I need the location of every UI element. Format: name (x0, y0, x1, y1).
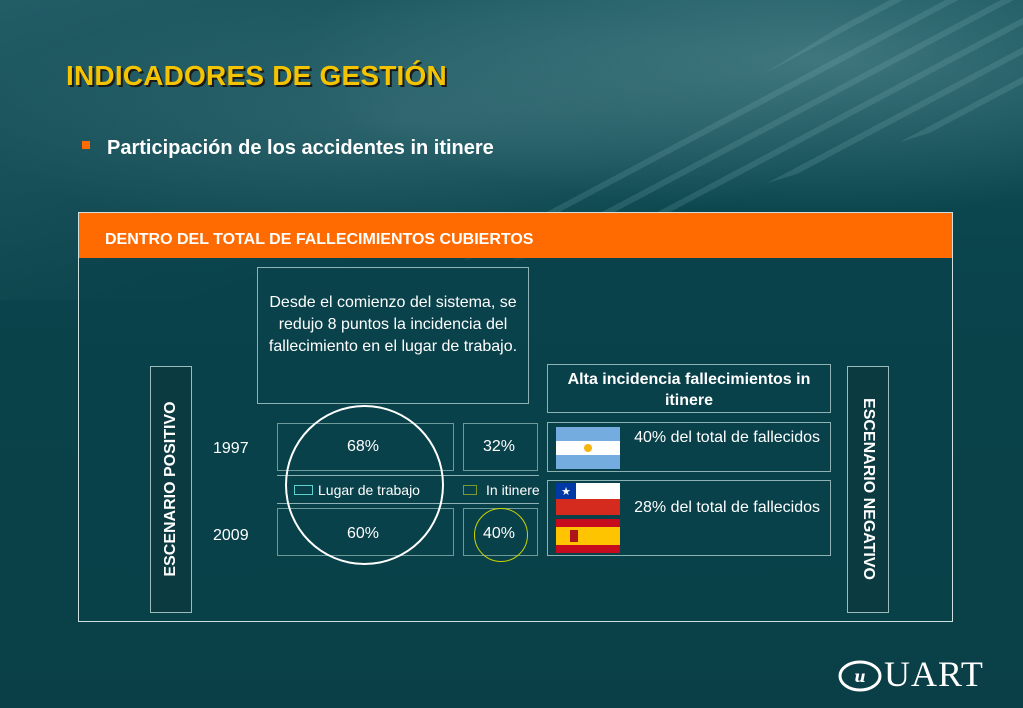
value-itinere-1997: 32% (483, 438, 516, 455)
year-label: 2009 (213, 527, 249, 544)
svg-text:u: u (854, 667, 866, 686)
negative-scenario-label: ESCENARIO NEGATIVO (860, 398, 877, 580)
argentina-row (547, 422, 831, 472)
page-title: INDICADORES DE GESTIÓN (66, 60, 447, 91)
svg-text:★: ★ (561, 485, 571, 498)
spain-flag-icon (556, 519, 620, 553)
chile-spain-row (547, 480, 831, 556)
positive-scenario-label: ESCENARIO POSITIVO (162, 401, 179, 577)
positive-scenario-box (150, 366, 192, 613)
legend-itinere-label: In itinere (486, 482, 540, 498)
chile-flag-icon: ★ (556, 483, 620, 515)
chile-spain-text: 28% del total de fallecidos (634, 499, 820, 516)
cell-itinere-1997 (463, 423, 538, 471)
right-title: Alta incidencia fallecimientos in itiner… (567, 371, 811, 409)
negative-scenario-box (847, 366, 889, 613)
argentina-flag-icon (556, 427, 620, 469)
right-title-box (547, 364, 831, 413)
page-subtitle: Participación de los accidentes in itine… (107, 137, 494, 159)
uart-logo-text: UART (884, 654, 984, 694)
note-box (257, 267, 529, 404)
note-text: Desde el comienzo del sistema, se redujo… (268, 294, 518, 355)
itinere-highlight-circle (474, 508, 528, 562)
panel-header (79, 213, 952, 258)
argentina-text: 40% del total de fallecidos (634, 429, 820, 446)
year-label: 1997 (213, 440, 249, 457)
highlight-circle (285, 405, 444, 565)
bullet-icon (82, 141, 90, 149)
panel-header-title: DENTRO DEL TOTAL DE FALLECIMIENTOS CUBIE… (105, 231, 534, 248)
uart-logo-icon: u (838, 660, 882, 697)
legend-itinere-swatch (463, 485, 477, 495)
